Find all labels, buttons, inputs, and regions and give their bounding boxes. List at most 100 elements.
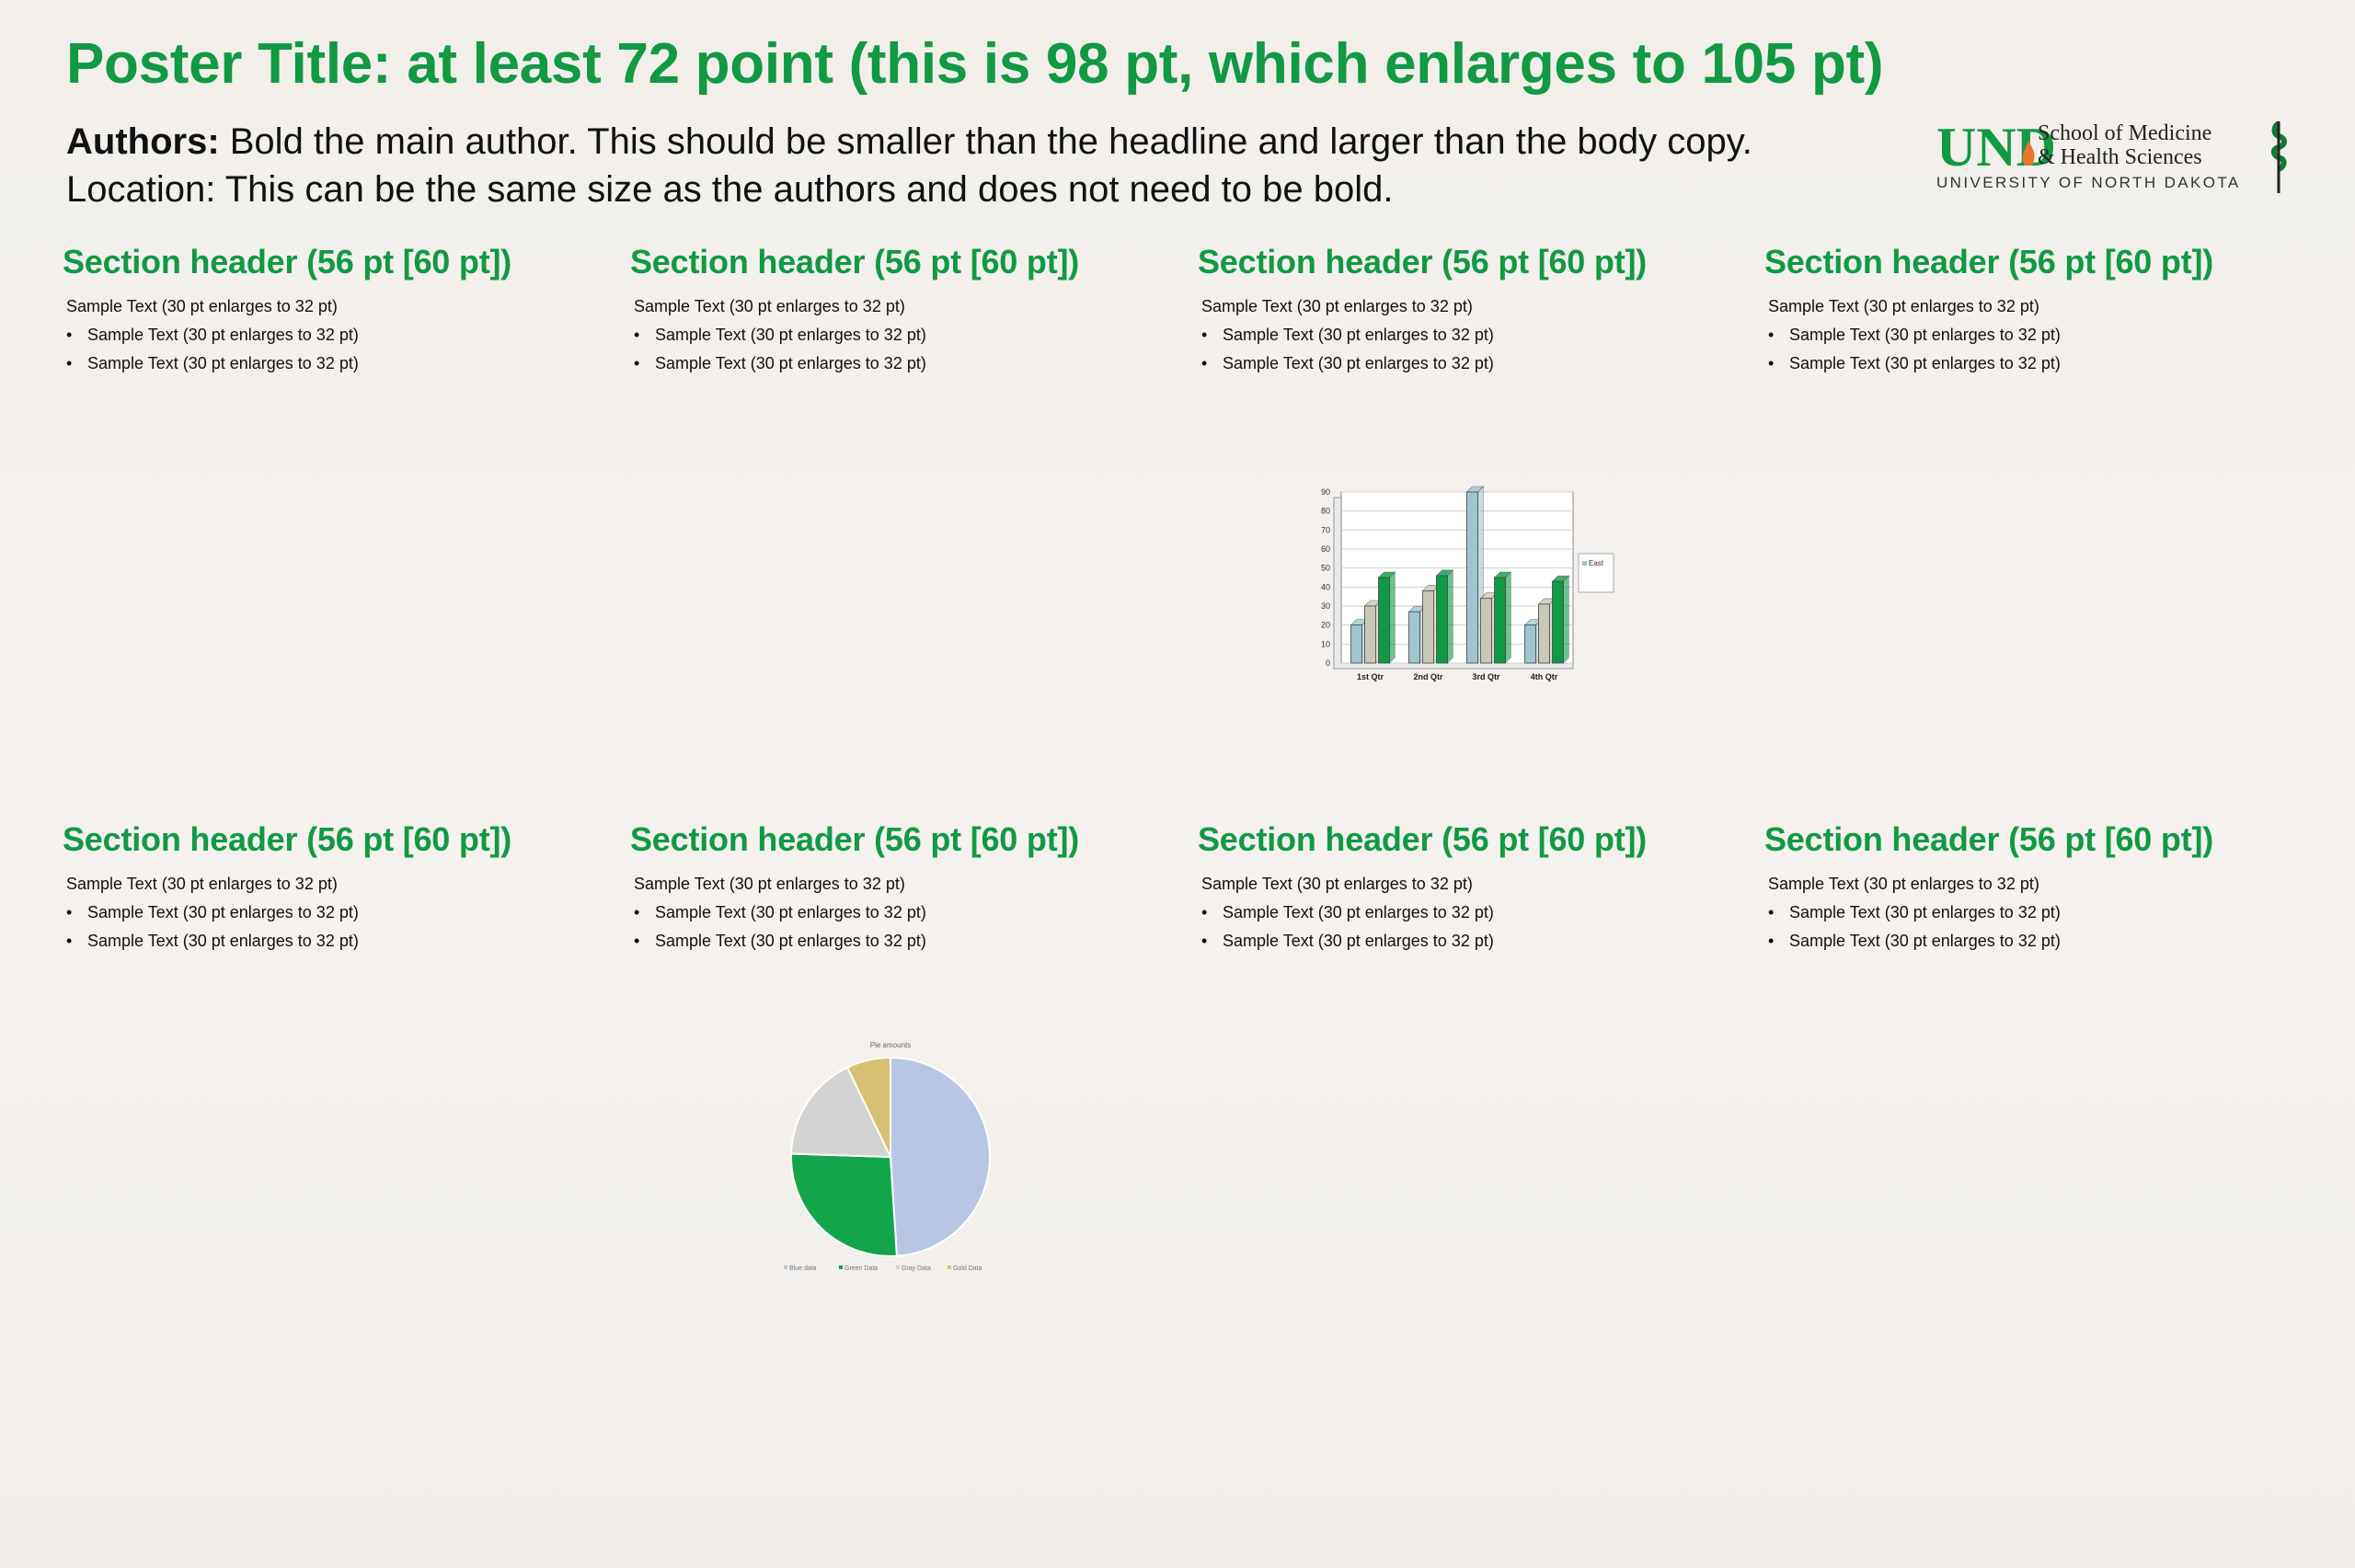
section-lead-text: Sample Text (30 pt enlarges to 32 pt) [1768, 875, 2039, 893]
bullet-dot: • [66, 903, 73, 921]
y-tick-label: 90 [1321, 487, 1330, 497]
bullet-dot: • [1201, 326, 1208, 344]
bullet-text: Sample Text (30 pt enlarges to 32 pt) [1223, 326, 1494, 344]
bullet-item: • Sample Text (30 pt enlarges to 32 pt) [66, 898, 578, 927]
authors-line: Authors: Bold the main author. This shou… [66, 118, 1752, 166]
logo-line1: School of Medicine [2038, 121, 2211, 145]
bullet-text: Sample Text (30 pt enlarges to 32 pt) [1789, 354, 2061, 372]
section-3: Section header (56 pt [60 pt]) Sample Te… [1198, 243, 1713, 378]
section-1: Section header (56 pt [60 pt]) Sample Te… [63, 243, 578, 378]
bar [1378, 577, 1390, 664]
section-lead-text: Sample Text (30 pt enlarges to 32 pt) [66, 875, 338, 893]
y-tick-label: 80 [1321, 507, 1330, 516]
section-bullet-list: • Sample Text (30 pt enlarges to 32 pt) •… [630, 898, 1145, 956]
y-tick-label: 70 [1321, 525, 1330, 534]
bar-side [1563, 575, 1569, 664]
y-tick-label: 10 [1321, 639, 1330, 648]
location-line: Location: This can be the same size as t… [66, 169, 1394, 210]
section-7: Section header (56 pt [60 pt]) Sample Te… [1198, 820, 1713, 956]
bar-side [1389, 571, 1396, 664]
pie-legend-label: Green Data [844, 1265, 878, 1272]
authors-label: Authors: [66, 121, 220, 162]
section-header: Section header (56 pt [60 pt]) [1764, 243, 2214, 280]
bullet-item: • Sample Text (30 pt enlarges to 32 pt) [1201, 898, 1713, 927]
bullet-item: • Sample Text (30 pt enlarges to 32 pt) [1201, 349, 1713, 378]
bar [1408, 611, 1420, 664]
bullet-text: Sample Text (30 pt enlarges to 32 pt) [655, 903, 926, 921]
bullet-dot: • [66, 932, 73, 950]
bullet-text: Sample Text (30 pt enlarges to 32 pt) [1789, 326, 2061, 344]
bullet-dot: • [634, 932, 640, 950]
bullet-item: • Sample Text (30 pt enlarges to 32 pt) [1768, 321, 2280, 349]
y-tick-label: 30 [1321, 601, 1330, 611]
bar [1494, 577, 1506, 664]
bullet-text: Sample Text (30 pt enlarges to 32 pt) [1223, 354, 1494, 372]
bar-side [1447, 569, 1453, 664]
bullet-text: Sample Text (30 pt enlarges to 32 pt) [87, 326, 359, 344]
bullet-text: Sample Text (30 pt enlarges to 32 pt) [655, 932, 926, 950]
y-tick-label: 40 [1321, 582, 1330, 591]
bullet-item: • Sample Text (30 pt enlarges to 32 pt) [1768, 898, 2280, 927]
section-bullet-list: • Sample Text (30 pt enlarges to 32 pt) •… [63, 898, 578, 956]
section-8: Section header (56 pt [60 pt]) Sample Te… [1764, 820, 2280, 956]
section-6: Section header (56 pt [60 pt]) Sample Te… [630, 820, 1145, 956]
bullet-dot: • [1768, 326, 1775, 344]
section-header: Section header (56 pt [60 pt]) [1198, 243, 1648, 280]
bullet-item: • Sample Text (30 pt enlarges to 32 pt) [66, 927, 578, 956]
bullet-dot: • [1768, 903, 1775, 921]
authors-block: Authors: Bold the main author. This shou… [66, 118, 1752, 213]
bar [1466, 491, 1478, 664]
bar [1524, 624, 1536, 664]
bullet-item: • Sample Text (30 pt enlarges to 32 pt) [1201, 321, 1713, 349]
caduceus-icon [2271, 120, 2287, 193]
bar [1436, 575, 1448, 664]
section-header: Section header (56 pt [60 pt]) [1764, 820, 2214, 858]
x-tick-label: 2nd Qtr [1413, 672, 1442, 681]
y-tick-label: 50 [1321, 564, 1330, 573]
bullet-item: • Sample Text (30 pt enlarges to 32 pt) [66, 349, 578, 378]
bullet-dot: • [1201, 354, 1208, 372]
section-header: Section header (56 pt [60 pt]) [63, 820, 512, 858]
bullet-text: Sample Text (30 pt enlarges to 32 pt) [87, 903, 359, 921]
section-bullet-list: • Sample Text (30 pt enlarges to 32 pt) •… [1764, 321, 2280, 378]
pie-legend-swatch [948, 1265, 951, 1269]
section-lead-text: Sample Text (30 pt enlarges to 32 pt) [1201, 297, 1473, 315]
logo-line3: UNIVERSITY OF NORTH DAKOTA [1936, 174, 2241, 191]
chart-legend [1578, 553, 1614, 593]
pie-slice [790, 1066, 892, 1159]
section-4: Section header (56 pt [60 pt]) Sample Te… [1764, 243, 2280, 378]
bullet-dot: • [66, 354, 73, 372]
bullet-text: Sample Text (30 pt enlarges to 32 pt) [655, 354, 926, 372]
bullet-text: Sample Text (30 pt enlarges to 32 pt) [87, 354, 359, 372]
logo-und: UND [1936, 118, 2056, 177]
poster-title: Poster Title: at least 72 point (this is… [66, 32, 1884, 96]
x-tick-label: 1st Qtr [1357, 672, 1384, 681]
pie-slice [845, 1056, 891, 1158]
bar [1552, 580, 1564, 664]
section-lead-text: Sample Text (30 pt enlarges to 32 pt) [634, 875, 905, 893]
bar-side [1505, 571, 1511, 664]
bullet-item: • Sample Text (30 pt enlarges to 32 pt) [1768, 927, 2280, 956]
und-logo: UND School of Medicine & Health Sciences… [1936, 118, 2287, 193]
section-bullet-list: • Sample Text (30 pt enlarges to 32 pt) •… [630, 321, 1145, 378]
pie-title: Pie amounts [870, 1041, 911, 1049]
section-bullet-list: • Sample Text (30 pt enlarges to 32 pt) •… [1198, 898, 1713, 956]
section-header: Section header (56 pt [60 pt]) [630, 243, 1080, 280]
bullet-dot: • [634, 326, 640, 344]
section-5: Section header (56 pt [60 pt]) Sample Te… [63, 820, 578, 956]
y-tick-label: 0 [1326, 658, 1330, 668]
bullet-item: • Sample Text (30 pt enlarges to 32 pt) [634, 927, 1145, 956]
logo-flame-icon [2022, 140, 2035, 166]
bar [1350, 624, 1362, 664]
bullet-text: Sample Text (30 pt enlarges to 32 pt) [1789, 903, 2061, 921]
bar-chart: 0 10 20 30 40 50 60 70 80 90 1st Qtr 2nd Qtr 3rd Qtr… [1321, 486, 1614, 681]
bullet-dot: • [1768, 354, 1775, 372]
bullet-item: • Sample Text (30 pt enlarges to 32 pt) [1201, 927, 1713, 956]
pie-slice [890, 1056, 991, 1257]
bullet-text: Sample Text (30 pt enlarges to 32 pt) [1223, 932, 1494, 950]
x-tick-label: 3rd Qtr [1472, 672, 1500, 681]
pie-chart: Pie amounts Blue data Green Data Gray Data G… [784, 1041, 991, 1272]
section-2: Section header (56 pt [60 pt]) Sample Te… [630, 243, 1145, 378]
bullet-item: • Sample Text (30 pt enlarges to 32 pt) [634, 349, 1145, 378]
section-lead-text: Sample Text (30 pt enlarges to 32 pt) [66, 297, 338, 315]
